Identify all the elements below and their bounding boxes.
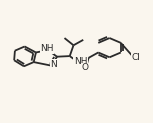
Text: N: N [50,60,57,69]
Text: O: O [82,63,89,72]
Text: NH: NH [40,44,54,53]
Text: NH: NH [74,57,87,66]
Text: Cl: Cl [132,53,141,62]
